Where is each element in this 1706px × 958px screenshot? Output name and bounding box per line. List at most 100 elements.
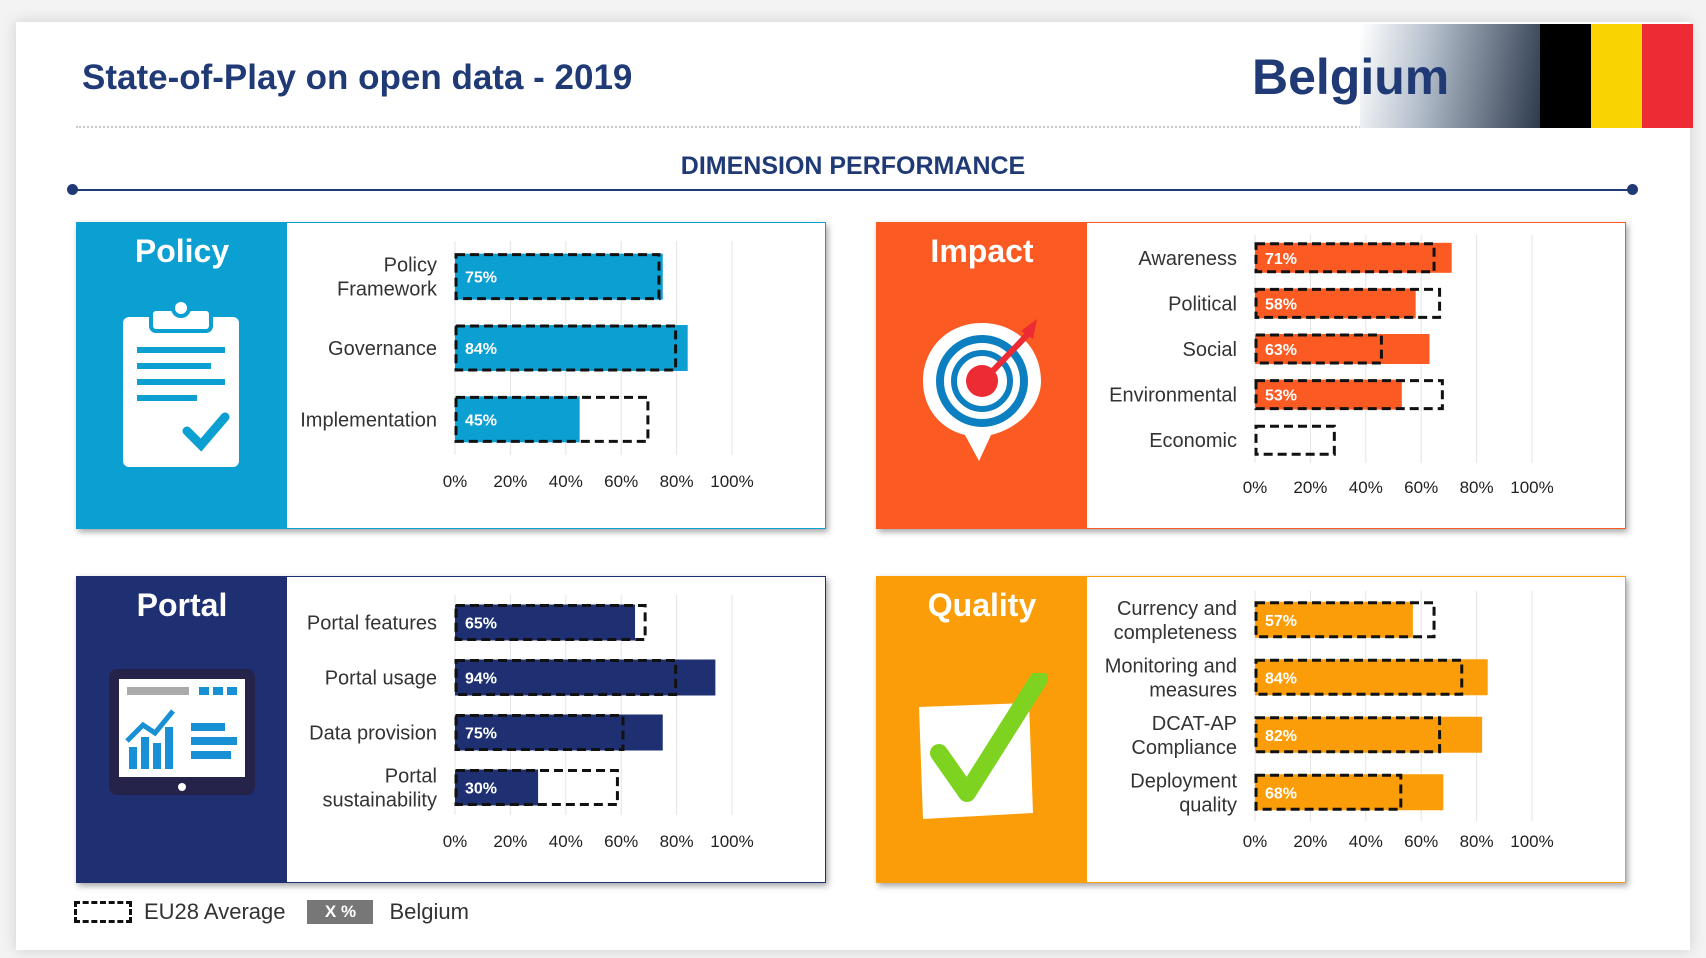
category-label: Data provision [309, 723, 437, 745]
value-label: 68% [1265, 785, 1297, 802]
category-label: sustainability [322, 790, 437, 812]
panel-title: Portal [136, 587, 228, 623]
x-tick-label: 0% [443, 472, 468, 491]
title-divider [76, 126, 1540, 128]
impact-chart: 0% 20% 40% 60% 80% 100% Awareness 71% Political 5… [1109, 235, 1554, 497]
divider-dot [67, 184, 78, 195]
belgium-bar [1255, 334, 1430, 364]
panel-title: Policy [134, 233, 230, 269]
legend: EU28 Average X % Belgium [74, 899, 469, 924]
x-tick-label: 40% [1349, 478, 1383, 497]
section-title: DIMENSION PERFORMANCE [680, 152, 1026, 180]
category-label: Awareness [1138, 248, 1237, 270]
header-texture [1360, 24, 1540, 128]
category-label: Monitoring and [1105, 655, 1237, 677]
x-tick-label: 40% [549, 472, 583, 491]
x-tick-label: 20% [1293, 478, 1327, 497]
eu28-average-bar [1254, 601, 1436, 639]
x-tick-label: 0% [443, 832, 468, 851]
country-name: Belgium [1252, 49, 1450, 105]
category-label: Implementation [300, 409, 437, 431]
x-tick-label: 100% [710, 832, 753, 851]
quality-chart: 0% 20% 40% 60% 80% 100% Currency andcompletene… [1105, 591, 1554, 851]
value-label: 30% [465, 781, 497, 798]
value-label: 65% [465, 616, 497, 633]
legend-eu-swatch [74, 901, 132, 923]
belgium-bar [1255, 379, 1402, 410]
category-label: quality [1179, 794, 1237, 816]
eu28-average-bar [1254, 242, 1436, 274]
legend-country-label: Belgium [389, 899, 469, 924]
x-tick-label: 60% [1404, 478, 1438, 497]
category-label: Framework [337, 279, 438, 301]
page-title: State-of-Play on open data - 2019 [82, 58, 633, 97]
eu28-average-bar [454, 253, 661, 301]
category-label: Policy [384, 255, 437, 277]
eu28-average-bar [1254, 333, 1383, 365]
x-tick-label: 60% [1404, 832, 1438, 851]
value-label: 94% [465, 671, 497, 688]
belgium-bar [455, 659, 716, 696]
belgium-bar [1255, 774, 1444, 811]
category-label: Portal [385, 766, 437, 788]
category-label: completeness [1114, 622, 1237, 644]
x-tick-label: 40% [549, 832, 583, 851]
x-tick-label: 20% [493, 472, 527, 491]
legend-eu-label: EU28 Average [144, 899, 286, 924]
x-tick-label: 60% [604, 832, 638, 851]
eu28-average-bar [454, 659, 678, 696]
x-tick-label: 0% [1243, 832, 1268, 851]
eu28-average-bar [1254, 287, 1442, 319]
belgium-bar [455, 769, 539, 806]
belgium-bar [1255, 288, 1416, 319]
belgium-bar [1255, 716, 1483, 753]
x-tick-label: 100% [710, 472, 753, 491]
x-tick-label: 40% [1349, 832, 1383, 851]
value-label: 71% [1265, 251, 1297, 268]
checkmark-icon [919, 673, 1048, 819]
category-label: Portal features [307, 613, 437, 635]
x-tick-label: 100% [1510, 832, 1553, 851]
category-label: Political [1168, 293, 1237, 315]
x-tick-label: 0% [1243, 478, 1268, 497]
value-label: 63% [1265, 342, 1297, 359]
belgium-flag-icon [1540, 24, 1693, 128]
category-label: Compliance [1131, 737, 1237, 759]
monitor-chart-icon [109, 669, 255, 795]
value-label: 53% [1265, 388, 1297, 405]
x-tick-label: 60% [604, 472, 638, 491]
legend-country-swatch: X % [307, 900, 374, 924]
panel-title: Impact [930, 233, 1034, 269]
x-tick-label: 20% [1293, 832, 1327, 851]
belgium-bar [455, 325, 688, 371]
value-label: 45% [465, 412, 497, 429]
x-tick-label: 80% [1460, 832, 1494, 851]
quality-panel: Quality 0% 20% 40% 60% 80% 100% Currency and co… [876, 576, 1626, 883]
value-label: 84% [465, 341, 497, 358]
impact-sidebar: Impact [877, 223, 1087, 528]
category-label: Currency and [1117, 598, 1237, 620]
divider-dot [1627, 184, 1638, 195]
eu28-average-bar [1254, 773, 1403, 811]
panel-title: Quality [927, 587, 1037, 623]
belgium-bar [455, 253, 663, 300]
quality-sidebar: Quality [877, 577, 1087, 882]
belgium-bar [1255, 242, 1452, 273]
value-label: 82% [1265, 728, 1297, 745]
section-divider [72, 189, 1632, 191]
target-icon [923, 319, 1041, 461]
category-label: DCAT-AP [1152, 713, 1237, 735]
category-label: Environmental [1109, 385, 1237, 407]
eu28-average-bar [454, 714, 625, 751]
eu28-average-bar [1254, 379, 1444, 411]
portal-chart: 0% 20% 40% 60% 80% 100% Portal features 65% Port… [307, 595, 754, 851]
category-label: Governance [328, 338, 437, 360]
eu28-average-bar [1254, 658, 1464, 696]
x-tick-label: 20% [493, 832, 527, 851]
clipboard-icon [123, 299, 239, 467]
eu28-average-bar [1254, 424, 1336, 456]
impact-panel: Impact 0% 20% 40% 60% 80% 100% Awareness 71% Pol… [876, 222, 1626, 529]
eu28-average-bar [454, 324, 678, 372]
portal-panel: Portal 0% 20% 40% 60% 80% 100% Portal features… [76, 576, 826, 883]
